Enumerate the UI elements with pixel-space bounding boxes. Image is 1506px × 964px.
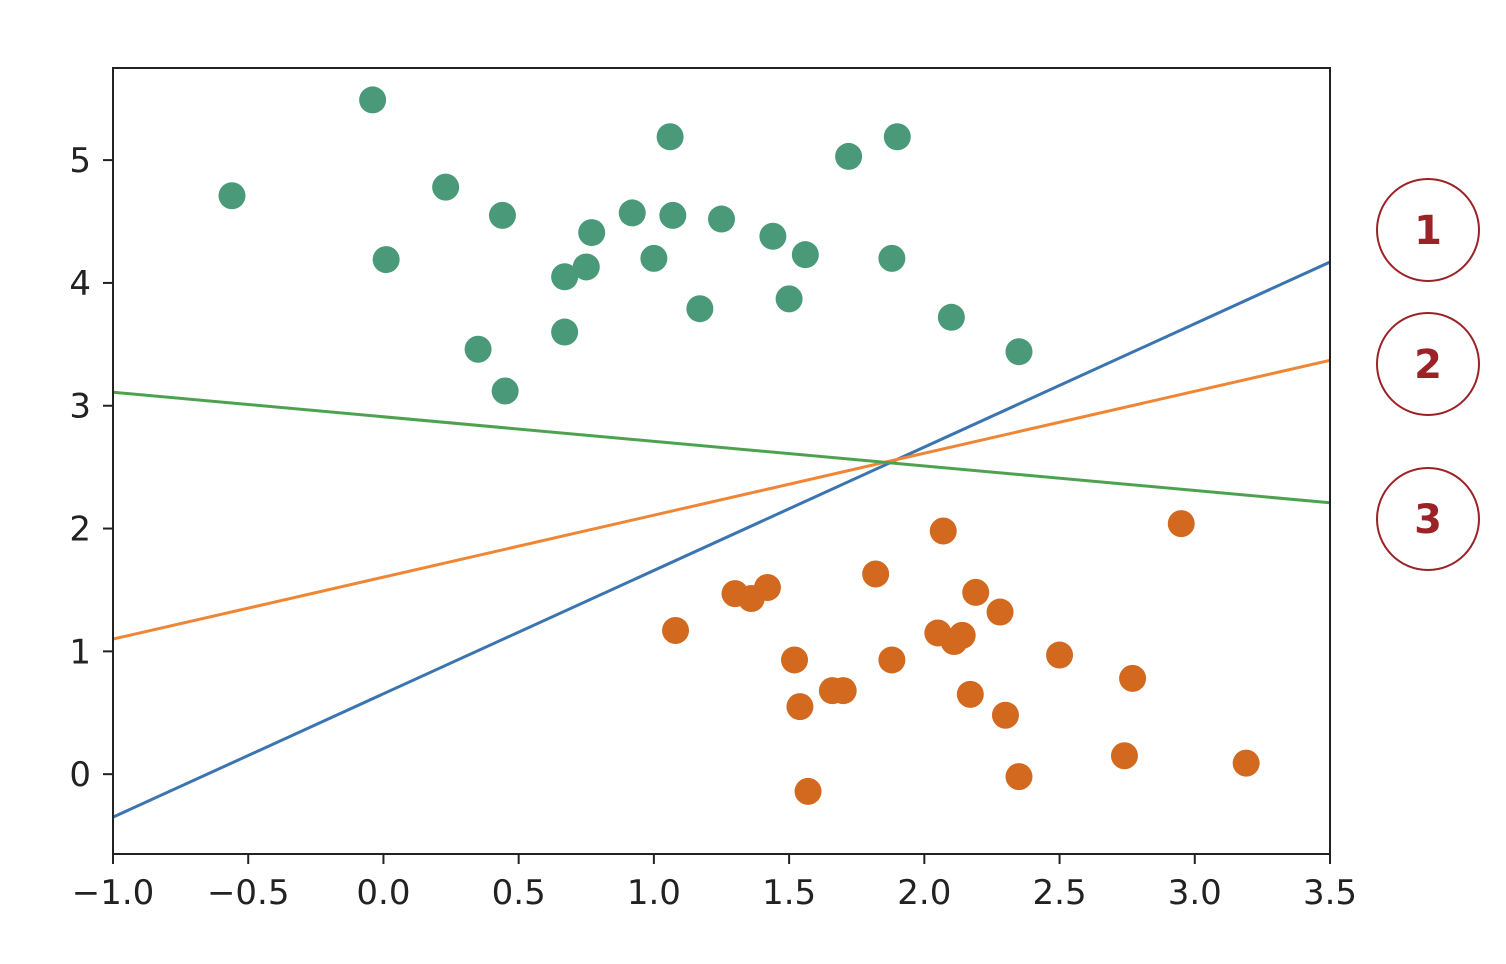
plot-frame (112, 67, 1331, 855)
data-point (759, 222, 787, 250)
data-point (1046, 641, 1074, 669)
x-tick-label: 0.0 (356, 873, 410, 913)
data-point (578, 219, 606, 247)
annotation-badges: 1 2 3 (1376, 178, 1480, 571)
data-point (464, 335, 492, 363)
data-point (948, 621, 976, 649)
data-point (218, 182, 246, 210)
series-line-3 (113, 358, 1330, 641)
badge-3: 3 (1376, 467, 1480, 571)
x-tick-label: 1.0 (627, 873, 681, 913)
data-point (662, 616, 690, 644)
plot-area (113, 86, 1330, 819)
data-point (551, 318, 579, 346)
data-point (1110, 742, 1138, 770)
badge-circle (1376, 467, 1480, 571)
data-point (929, 517, 957, 545)
data-point (878, 646, 906, 674)
data-point (786, 693, 814, 721)
data-point (1232, 749, 1260, 777)
data-point (488, 201, 516, 229)
x-tick-label: 1.5 (762, 873, 816, 913)
data-point (372, 246, 400, 274)
badge-label: 3 (1414, 497, 1442, 543)
data-point (491, 377, 519, 405)
data-point (572, 253, 600, 281)
series-line-2 (113, 260, 1330, 819)
data-point (359, 86, 387, 114)
x-tick-label: 3.0 (1168, 873, 1222, 913)
data-point (656, 123, 684, 151)
y-tick-label: 4 (69, 264, 91, 304)
data-point (883, 123, 911, 151)
data-point (1119, 664, 1147, 692)
data-point (775, 285, 803, 313)
data-point (956, 680, 984, 708)
data-point (1005, 338, 1033, 366)
data-point (835, 142, 863, 170)
data-point (862, 560, 890, 588)
data-point (659, 201, 687, 229)
data-point (878, 244, 906, 272)
data-point (1167, 510, 1195, 538)
x-tick-label: 3.5 (1303, 873, 1357, 913)
data-point (640, 244, 668, 272)
y-tick-label: 1 (69, 632, 91, 672)
x-tick-label: 2.5 (1033, 873, 1087, 913)
y-tick-label: 2 (69, 510, 91, 550)
data-point (708, 205, 735, 233)
data-point (781, 646, 809, 674)
x-tick-label: −0.5 (207, 873, 290, 913)
data-point (794, 777, 822, 805)
y-tick-label: 0 (69, 755, 91, 795)
data-point (753, 573, 781, 601)
series-line-4 (113, 390, 1330, 505)
x-tick-label: 0.5 (492, 873, 546, 913)
data-point (991, 701, 1019, 729)
data-point (618, 199, 646, 227)
data-point (937, 303, 965, 331)
data-point (686, 295, 714, 323)
y-tick-label: 5 (69, 141, 91, 181)
badge-circle (1376, 178, 1480, 282)
data-point (986, 598, 1014, 626)
badge-1: 1 (1376, 178, 1480, 282)
x-tick-label: −1.0 (72, 873, 155, 913)
data-point (962, 578, 990, 606)
axes: −1.0 −0.5 0.0 0.5 1.0 1.5 2.0 2.5 3.0 3.5 0 1 2 3 4 5 (69, 67, 1357, 913)
data-point (551, 263, 579, 291)
data-point (791, 241, 819, 269)
data-point (1005, 763, 1033, 791)
data-point (829, 677, 857, 705)
badge-label: 1 (1414, 208, 1442, 254)
badge-circle (1376, 312, 1480, 416)
y-tick-label: 3 (69, 387, 91, 427)
x-tick-label: 2.0 (897, 873, 951, 913)
badge-2: 2 (1376, 312, 1480, 416)
data-point (432, 173, 460, 201)
badge-label: 2 (1414, 342, 1442, 388)
